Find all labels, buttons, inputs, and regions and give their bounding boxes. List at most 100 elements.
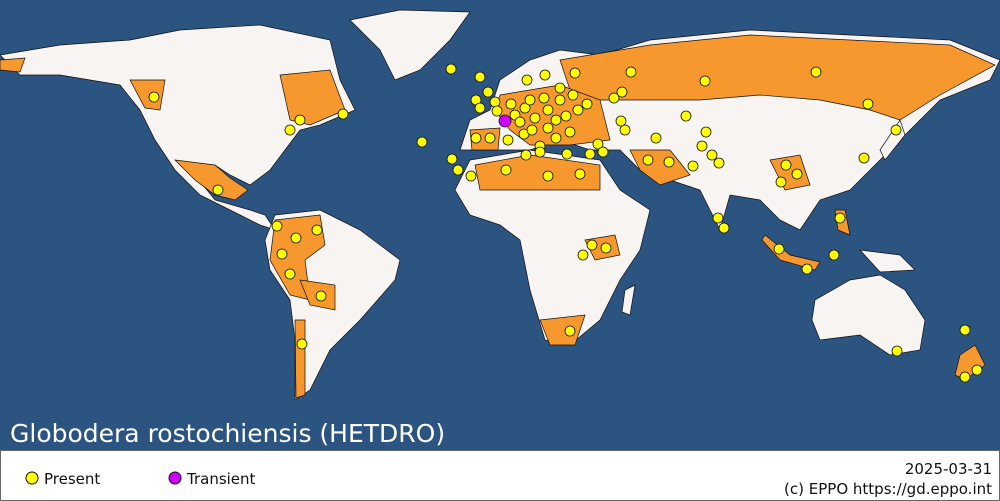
present-marker (712, 212, 724, 224)
madagascar (621, 284, 636, 316)
present-marker (529, 112, 541, 124)
present-marker (445, 63, 457, 75)
present-marker (489, 96, 501, 108)
present-marker (212, 184, 224, 196)
present-marker (554, 94, 566, 106)
landmasses (0, 9, 1000, 401)
present-marker (284, 268, 296, 280)
present-marker (542, 170, 554, 182)
present-marker (564, 325, 576, 337)
present-region (129, 79, 166, 111)
present-marker (680, 110, 692, 122)
present-marker (713, 157, 725, 169)
present-marker (700, 126, 712, 138)
present-marker (452, 164, 464, 176)
present-marker (834, 212, 846, 224)
present-marker (526, 124, 538, 136)
present-marker (416, 136, 428, 148)
present-marker (446, 153, 458, 165)
present-marker (514, 116, 526, 128)
present-marker (773, 243, 785, 255)
present-marker (276, 248, 288, 260)
present-marker (521, 74, 533, 86)
present-marker (608, 92, 620, 104)
present-marker (687, 160, 699, 172)
present-marker (470, 132, 482, 144)
present-marker (862, 98, 874, 110)
present-marker (315, 290, 327, 302)
present-marker (482, 86, 494, 98)
legend-present-icon (25, 471, 39, 485)
present-marker (538, 92, 550, 104)
present-marker (810, 66, 822, 78)
present-marker (600, 242, 612, 254)
present-region (761, 234, 821, 271)
present-marker (534, 146, 546, 158)
present-marker (296, 338, 308, 350)
present-marker (616, 86, 628, 98)
present-marker (699, 75, 711, 87)
present-marker (524, 94, 536, 106)
present-marker (505, 98, 517, 110)
present-marker (706, 149, 718, 161)
present-region (174, 159, 249, 201)
date: 2025-03-31 (905, 460, 992, 478)
present-marker (474, 102, 486, 114)
present-marker (554, 82, 566, 94)
present-marker (592, 138, 604, 150)
present-marker (584, 148, 596, 160)
present-marker (561, 148, 573, 160)
present-marker (891, 345, 903, 357)
present-marker (858, 152, 870, 164)
present-marker (519, 102, 531, 114)
present-marker (564, 126, 576, 138)
present-marker (780, 159, 792, 171)
present-region (279, 69, 346, 126)
present-marker (500, 164, 512, 176)
present-marker (271, 220, 283, 232)
present-marker (625, 66, 637, 78)
credit: (c) EPPO https://gd.eppo.int (784, 480, 992, 498)
present-region (474, 154, 601, 191)
present-marker (828, 249, 840, 261)
present-marker (586, 239, 598, 251)
present-marker (959, 371, 971, 383)
present-marker (337, 108, 349, 120)
present-marker (550, 114, 562, 126)
present-marker (572, 104, 584, 116)
present-marker (560, 110, 572, 122)
present-marker (567, 89, 579, 101)
present-marker (650, 132, 662, 144)
present-region (294, 319, 306, 399)
present-marker (791, 168, 803, 180)
transient-marker (498, 114, 512, 128)
greenland (349, 9, 471, 81)
present-marker (542, 122, 554, 134)
present-marker (801, 263, 813, 275)
present-marker (284, 124, 296, 136)
present-marker (484, 132, 496, 144)
present-marker (474, 71, 486, 83)
legend-label: Present (44, 470, 100, 488)
present-marker (619, 124, 631, 136)
australia (811, 274, 926, 356)
present-region (269, 214, 326, 301)
present-marker (971, 364, 983, 376)
present-marker (577, 249, 589, 261)
present-marker (491, 105, 503, 117)
present-marker (574, 168, 586, 180)
present-marker (959, 324, 971, 336)
present-marker (550, 132, 562, 144)
present-marker (775, 176, 787, 188)
present-marker (542, 104, 554, 116)
present-region (559, 34, 996, 121)
legend-box (0, 450, 1000, 501)
legend-label: Transient (186, 470, 256, 488)
present-marker (663, 156, 675, 168)
present-marker (148, 91, 160, 103)
present-marker (520, 149, 532, 161)
present-marker (465, 170, 477, 182)
present-marker (311, 224, 323, 236)
present-marker (696, 140, 708, 152)
